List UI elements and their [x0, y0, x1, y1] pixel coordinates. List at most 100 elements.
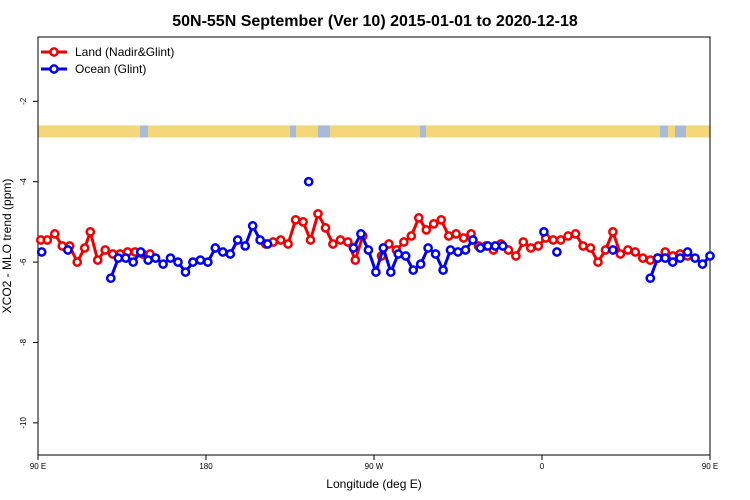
series-1-point — [158, 259, 168, 269]
series-1-point — [393, 249, 404, 259]
series-0-point — [593, 257, 603, 267]
series-0-point — [615, 249, 626, 259]
series-0-point — [320, 223, 331, 233]
legend-ocean-label: Ocean (Glint) — [75, 62, 146, 76]
series-1-point — [210, 243, 221, 253]
series-0-point — [343, 237, 353, 247]
series-1-point — [240, 241, 251, 251]
x-tick-label-2: 90 W — [365, 462, 384, 471]
series-1-point — [36, 247, 47, 257]
strip-land-4 — [426, 125, 660, 138]
series-1-point — [438, 265, 448, 275]
series-1-point — [120, 253, 131, 263]
series-1-point — [188, 257, 198, 267]
series-0-point — [428, 219, 439, 229]
x-tick-label-1: 180 — [199, 462, 213, 471]
series-0-point — [570, 229, 581, 239]
series-1-point — [173, 257, 183, 267]
series-1-point — [128, 257, 139, 267]
series-0-point — [637, 253, 648, 263]
series-1-point — [697, 259, 708, 269]
series-0-point — [335, 235, 346, 245]
series-1-point — [490, 241, 501, 251]
series-1-point — [180, 267, 191, 277]
series-0-point — [350, 255, 361, 265]
series-0-point — [630, 247, 641, 257]
x-tick-label-0: 90 E — [30, 462, 46, 471]
x-tick-label-4: 90 E — [702, 462, 718, 471]
series-1-point — [475, 243, 486, 253]
x-axis: 90 E 180 90 W 0 90 E — [30, 455, 718, 471]
y-tick-label-3: -8 — [19, 338, 28, 346]
series-1-point — [645, 273, 656, 284]
series-0-point — [600, 245, 611, 255]
series-0-point — [100, 245, 111, 255]
series-0-point — [79, 243, 90, 253]
series-1-point — [460, 245, 471, 255]
series-0-point — [511, 251, 521, 261]
series-1-point — [483, 241, 493, 251]
series-1-point — [608, 245, 618, 255]
series-0-point — [328, 239, 338, 249]
series-0-point — [525, 243, 536, 253]
series-1-point — [675, 253, 685, 263]
legend-land-label: Land (Nadir&Glint) — [75, 45, 174, 59]
series-1-point — [63, 245, 73, 255]
series-1-point — [217, 247, 228, 257]
y-axis: -2 -4 -6 -8 -10 — [19, 97, 38, 429]
y-tick-label-0: -2 — [19, 97, 28, 105]
series-1-point — [303, 176, 314, 187]
series-1-point — [363, 245, 374, 255]
series-1-point — [143, 255, 153, 265]
series-0-point — [413, 213, 424, 223]
series-0-point — [623, 245, 633, 255]
series-0-point — [533, 241, 544, 251]
series-0-point — [645, 255, 656, 265]
series-1-point — [497, 241, 508, 251]
series-0-point — [555, 235, 566, 245]
legend-land-marker — [49, 47, 59, 57]
series-1-point — [195, 255, 206, 265]
series-0-point — [563, 231, 573, 241]
series-0-point — [578, 241, 588, 251]
strip-land-1 — [148, 125, 290, 138]
series-1-point — [690, 253, 700, 263]
series-0-point — [548, 235, 559, 245]
y-tick-label-2: -6 — [19, 258, 28, 266]
series-0-point — [406, 231, 417, 241]
series-1-point — [255, 235, 265, 245]
series-1-point — [445, 245, 456, 255]
chart-title: 50N-55N September (Ver 10) 2015-01-01 to… — [172, 13, 578, 30]
series-1-point — [105, 273, 116, 284]
series-1-point — [378, 243, 389, 253]
land-ocean-strip — [38, 125, 710, 138]
strip-land-3 — [330, 125, 420, 138]
series-1-point — [652, 253, 663, 263]
series-1-point — [232, 235, 243, 245]
series-0-point — [443, 231, 454, 241]
series-0-point — [85, 227, 96, 237]
y-tick-label-1: -4 — [19, 178, 28, 186]
series-1-point — [660, 253, 671, 263]
series-1-point — [165, 253, 176, 263]
series-1-point — [150, 253, 161, 263]
series-0-point — [92, 255, 103, 265]
series-0-point — [313, 208, 323, 219]
series-0-point — [458, 233, 469, 243]
series-0-point — [42, 235, 53, 245]
series-1-point — [225, 249, 236, 259]
series-1-point — [415, 259, 426, 269]
series-1-point — [356, 229, 366, 239]
series-1-point — [135, 247, 146, 257]
series-0-point — [275, 235, 286, 245]
series-1-point — [408, 265, 419, 275]
series-0-point — [421, 225, 432, 235]
series-1-point — [667, 257, 678, 267]
strip-land-6 — [686, 125, 710, 138]
series-0-point — [518, 237, 529, 247]
series-0-point — [305, 235, 316, 245]
series-0-point — [290, 215, 301, 225]
legend-ocean-marker — [49, 64, 59, 74]
x-axis-label: Longitude (deg E) — [326, 477, 421, 491]
